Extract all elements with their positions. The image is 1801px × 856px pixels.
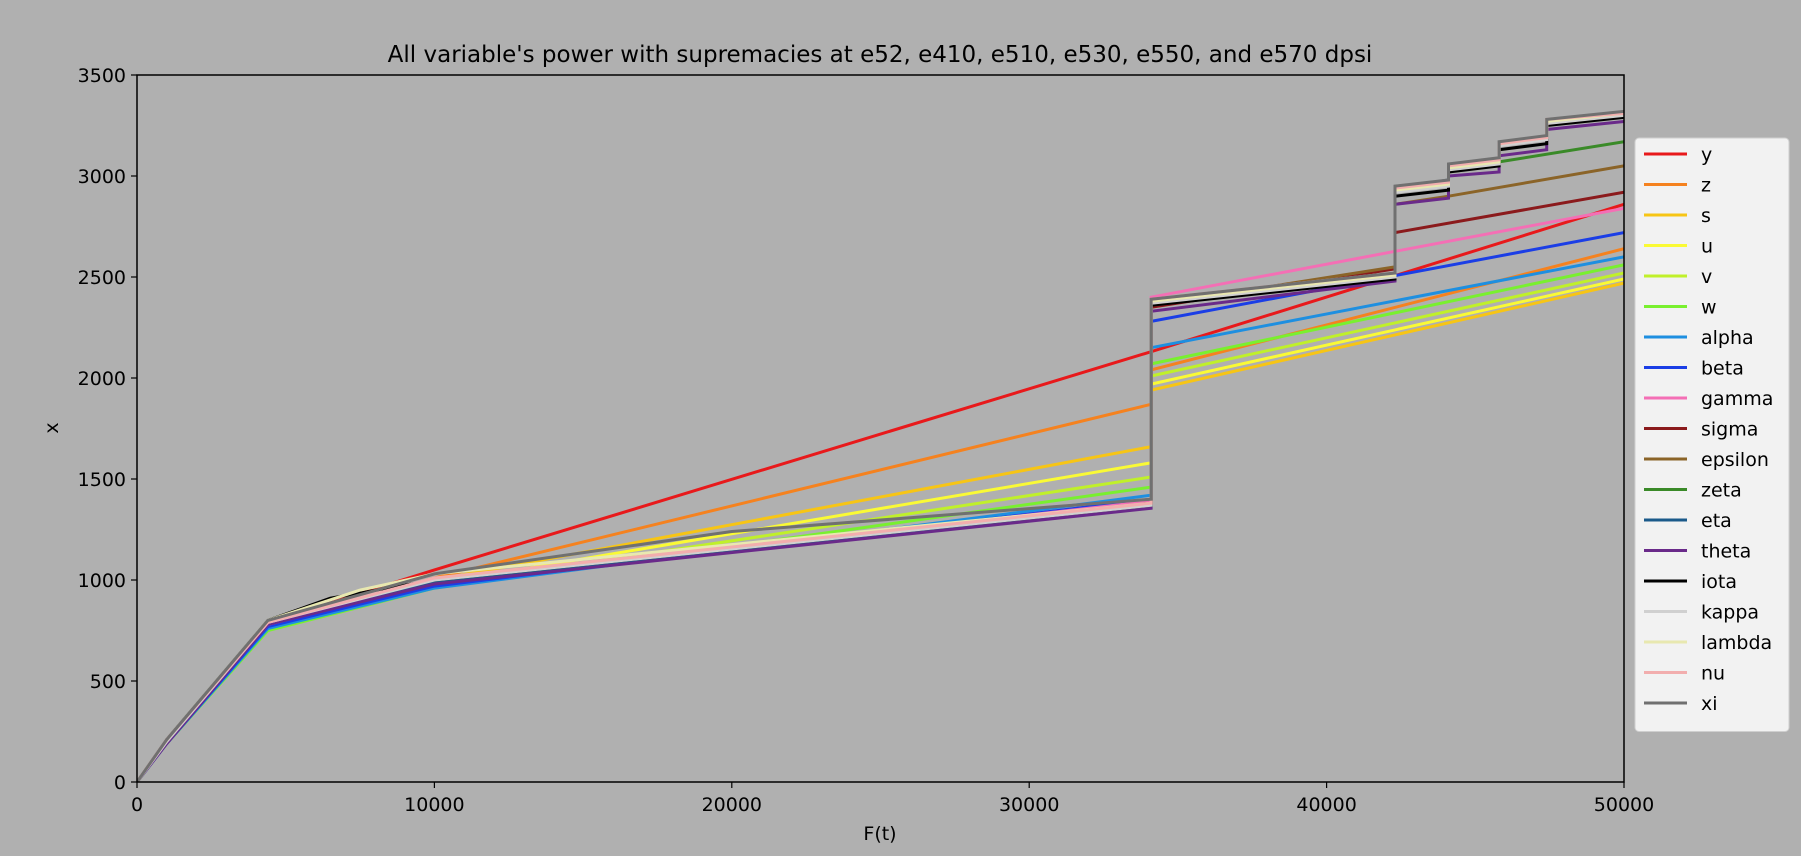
legend-label-xi: xi <box>1701 693 1718 715</box>
x-tick-label: 20000 <box>702 794 762 816</box>
y-tick-label: 2500 <box>78 267 126 289</box>
y-tick-label: 2000 <box>78 368 126 390</box>
x-tick-label: 0 <box>131 794 143 816</box>
legend-label-eta: eta <box>1701 510 1732 532</box>
legend-label-iota: iota <box>1701 571 1737 593</box>
x-axis-label: F(t) <box>863 823 896 845</box>
x-tick-label: 40000 <box>1296 794 1356 816</box>
plot-area: 0 10000 20000 30000 40000 50000 0 500 1000 1500 20… <box>78 65 1655 816</box>
legend-label-y: y <box>1701 144 1712 166</box>
legend-label-u: u <box>1701 236 1713 258</box>
y-tick-label: 3500 <box>78 65 126 87</box>
legend-box <box>1634 137 1790 732</box>
legend-label-zeta: zeta <box>1701 480 1742 502</box>
x-tick-label: 10000 <box>404 794 464 816</box>
axes-frame <box>136 74 1625 783</box>
legend-label-w: w <box>1701 297 1717 319</box>
y-tick-label: 500 <box>90 671 126 693</box>
series-line-xi <box>137 109 1624 782</box>
y-tick-label: 1000 <box>78 570 126 592</box>
y-axis-label: x <box>41 422 63 433</box>
legend-label-v: v <box>1701 266 1712 288</box>
legend-label-epsilon: epsilon <box>1701 449 1769 471</box>
legend-label-lambda: lambda <box>1701 632 1772 654</box>
legend-label-nu: nu <box>1701 663 1725 685</box>
legend-label-beta: beta <box>1701 358 1744 380</box>
legend-label-sigma: sigma <box>1701 419 1758 441</box>
legend-label-theta: theta <box>1701 541 1751 563</box>
chart-title: All variable's power with supremacies at… <box>388 42 1373 68</box>
legend-label-s: s <box>1701 205 1711 227</box>
legend-label-z: z <box>1701 175 1711 197</box>
y-tick-label: 1500 <box>78 469 126 491</box>
y-tick-label: 3000 <box>78 166 126 188</box>
series-lines <box>137 109 1624 782</box>
legend-label-alpha: alpha <box>1701 327 1754 349</box>
x-tick-label: 30000 <box>999 794 1059 816</box>
legend-label-kappa: kappa <box>1701 602 1759 624</box>
x-tick-label: 50000 <box>1594 794 1654 816</box>
legend-label-gamma: gamma <box>1701 388 1773 410</box>
y-tick-label: 0 <box>114 772 126 794</box>
